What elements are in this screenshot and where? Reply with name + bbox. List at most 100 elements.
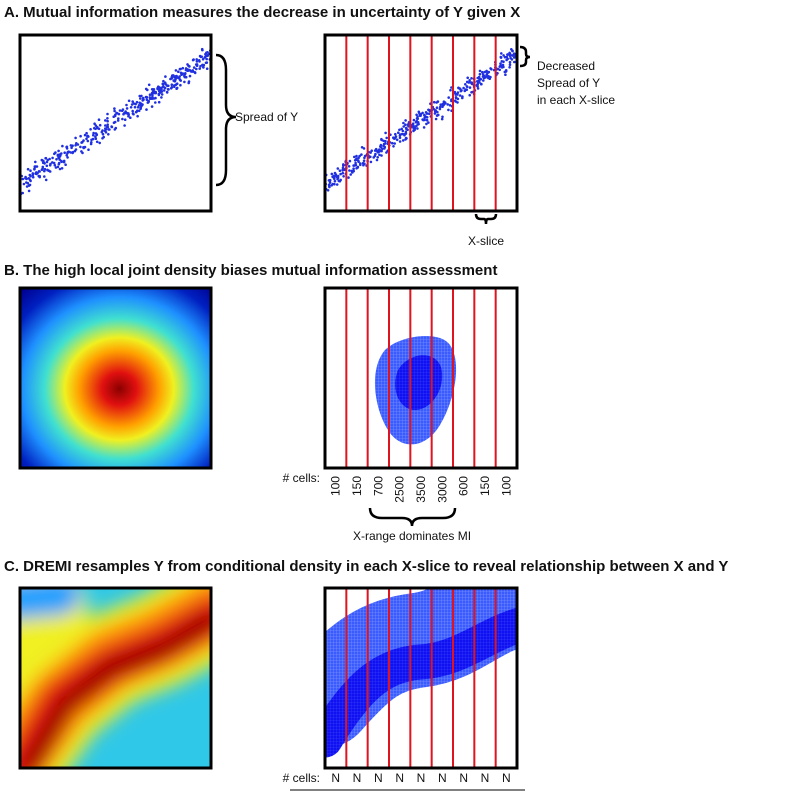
scatter-point	[152, 88, 156, 91]
scatter-point	[160, 96, 163, 99]
scatter-point	[404, 123, 407, 126]
scatter-point	[145, 98, 149, 101]
brace	[474, 213, 498, 225]
scatter-point	[137, 109, 141, 113]
scatter-point	[82, 146, 85, 149]
scatter-point	[181, 66, 185, 70]
scatter-point	[188, 65, 191, 68]
scatter-point	[415, 113, 418, 117]
scatter-point	[150, 105, 154, 108]
scatter-point	[393, 137, 396, 140]
scatter-point	[97, 127, 101, 131]
scatter-point	[164, 75, 167, 78]
scatter-point	[53, 163, 57, 167]
scatter-point	[173, 80, 177, 83]
scatter-point	[202, 65, 205, 69]
scatter-point	[201, 63, 204, 67]
scatter-point	[398, 128, 401, 132]
scatter-point	[79, 134, 82, 138]
scatter-point	[94, 135, 97, 138]
scatter-point	[175, 74, 178, 78]
label: Spread of Y	[235, 110, 298, 124]
scatter-point	[476, 87, 480, 90]
scatter-point	[353, 155, 356, 159]
scatter-point	[380, 137, 383, 141]
scatter-point	[183, 74, 186, 78]
scatter-point	[199, 64, 202, 68]
scatter-point	[165, 90, 169, 94]
scatter-point	[404, 119, 407, 122]
scatter-point	[147, 100, 150, 104]
scatter-point	[160, 93, 164, 96]
scatter-point	[121, 117, 124, 121]
panel-title: B. The high local joint density biases m…	[4, 262, 497, 279]
scatter-point	[379, 145, 382, 148]
scatter-point	[171, 74, 174, 77]
scatter-point	[359, 162, 362, 165]
scatter-point	[193, 71, 197, 75]
scatter-point	[97, 118, 101, 121]
scatter-point	[374, 152, 377, 156]
scatter-point	[356, 166, 360, 169]
scatter-point	[124, 110, 127, 113]
scatter-point	[489, 67, 492, 70]
scatter-point	[98, 123, 102, 127]
scatter-point	[71, 144, 74, 147]
scatter-point	[512, 52, 516, 55]
scatter-point	[173, 75, 176, 79]
scatter-point	[114, 126, 118, 130]
scatter-point	[179, 83, 182, 87]
cell-count: N	[395, 771, 404, 785]
scatter-point	[341, 171, 345, 175]
scatter-point	[173, 85, 176, 88]
scatter-point	[449, 88, 452, 92]
scatter-point	[423, 114, 426, 117]
scatter-point	[380, 149, 383, 153]
scatter-point	[162, 89, 166, 92]
scatter-point	[360, 146, 364, 149]
scatter-point	[427, 121, 430, 124]
scatter-point	[170, 83, 174, 86]
cell-count: 100	[499, 476, 513, 496]
scatter-point	[148, 93, 152, 96]
scatter-point	[378, 153, 381, 157]
scatter-point	[184, 72, 187, 75]
scatter-point	[113, 107, 116, 110]
scatter-point	[107, 133, 110, 136]
scatter-point	[401, 139, 405, 142]
plot-frame	[18, 586, 213, 770]
label: Decreased	[537, 59, 595, 73]
scatter-point	[61, 144, 64, 148]
scatter-point	[332, 174, 336, 178]
heatmap	[20, 288, 211, 468]
scatter-point	[28, 178, 32, 181]
scatter-point	[127, 113, 130, 117]
cell-count: 3500	[414, 476, 428, 503]
scatter-point	[129, 106, 133, 109]
scatter-point	[175, 87, 178, 90]
scatter-point	[93, 126, 96, 130]
scatter-point	[195, 63, 199, 66]
scatter-point	[118, 109, 122, 112]
scatter-point	[375, 149, 378, 152]
scatter-point	[418, 114, 422, 117]
scatter-point	[83, 133, 87, 137]
scatter-point	[456, 101, 459, 104]
scatter-point	[139, 97, 142, 100]
scatter-point	[113, 120, 117, 124]
scatter-point	[421, 111, 424, 115]
scatter-point	[487, 75, 490, 78]
scatter-point	[442, 100, 446, 103]
scatter-point	[74, 144, 77, 147]
scatter-point	[139, 107, 142, 110]
scatter-point	[486, 71, 489, 74]
scatter-point	[511, 49, 514, 53]
cell-count: 150	[478, 476, 492, 496]
scatter-point	[154, 101, 157, 104]
brace	[215, 53, 237, 187]
slice-lines	[345, 588, 497, 768]
scatter-point	[466, 76, 470, 80]
scatter-point	[503, 55, 507, 59]
scatter-point	[158, 88, 162, 91]
cell-count: 2500	[393, 476, 407, 503]
